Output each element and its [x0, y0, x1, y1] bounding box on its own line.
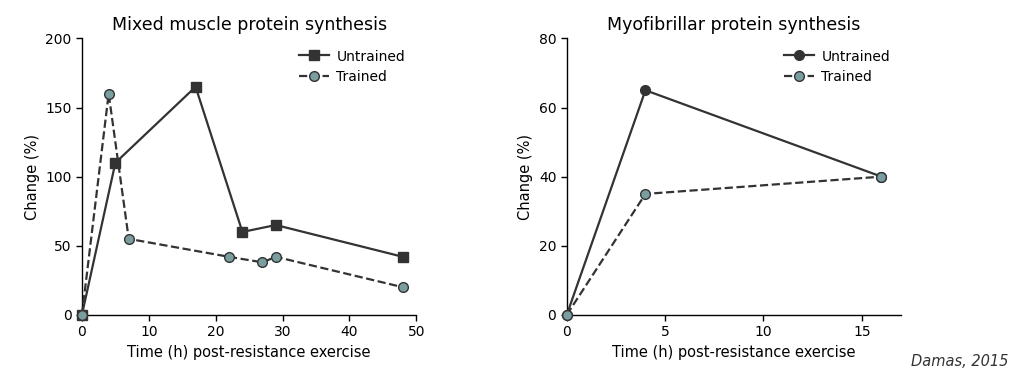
Trained: [639, 192, 651, 196]
Untrained: [639, 88, 651, 93]
Untrained: [189, 84, 202, 89]
Line: Trained: Trained: [562, 172, 887, 320]
Line: Trained: Trained: [77, 89, 408, 320]
Line: Untrained: Untrained: [562, 85, 887, 320]
Untrained: [76, 313, 88, 317]
Untrained: [237, 230, 249, 234]
Y-axis label: Change (%): Change (%): [25, 134, 40, 220]
Untrained: [396, 255, 409, 259]
Trained: [876, 174, 888, 179]
Title: Mixed muscle protein synthesis: Mixed muscle protein synthesis: [112, 16, 387, 34]
Line: Untrained: Untrained: [77, 82, 408, 320]
Legend: Untrained, Trained: Untrained, Trained: [295, 45, 410, 89]
X-axis label: Time (h) post-resistance exercise: Time (h) post-resistance exercise: [127, 345, 371, 360]
Text: Damas, 2015: Damas, 2015: [911, 354, 1009, 369]
Y-axis label: Change (%): Change (%): [518, 134, 534, 220]
Trained: [269, 255, 282, 259]
Legend: Untrained, Trained: Untrained, Trained: [779, 45, 894, 89]
Title: Myofibrillar protein synthesis: Myofibrillar protein synthesis: [607, 16, 860, 34]
Trained: [560, 313, 572, 317]
Untrained: [110, 161, 122, 165]
Trained: [256, 260, 268, 265]
Trained: [396, 285, 409, 290]
Trained: [102, 91, 115, 96]
Untrained: [269, 223, 282, 227]
Trained: [223, 255, 236, 259]
X-axis label: Time (h) post-resistance exercise: Time (h) post-resistance exercise: [612, 345, 856, 360]
Trained: [76, 313, 88, 317]
Untrained: [560, 313, 572, 317]
Trained: [123, 237, 135, 241]
Untrained: [876, 174, 888, 179]
